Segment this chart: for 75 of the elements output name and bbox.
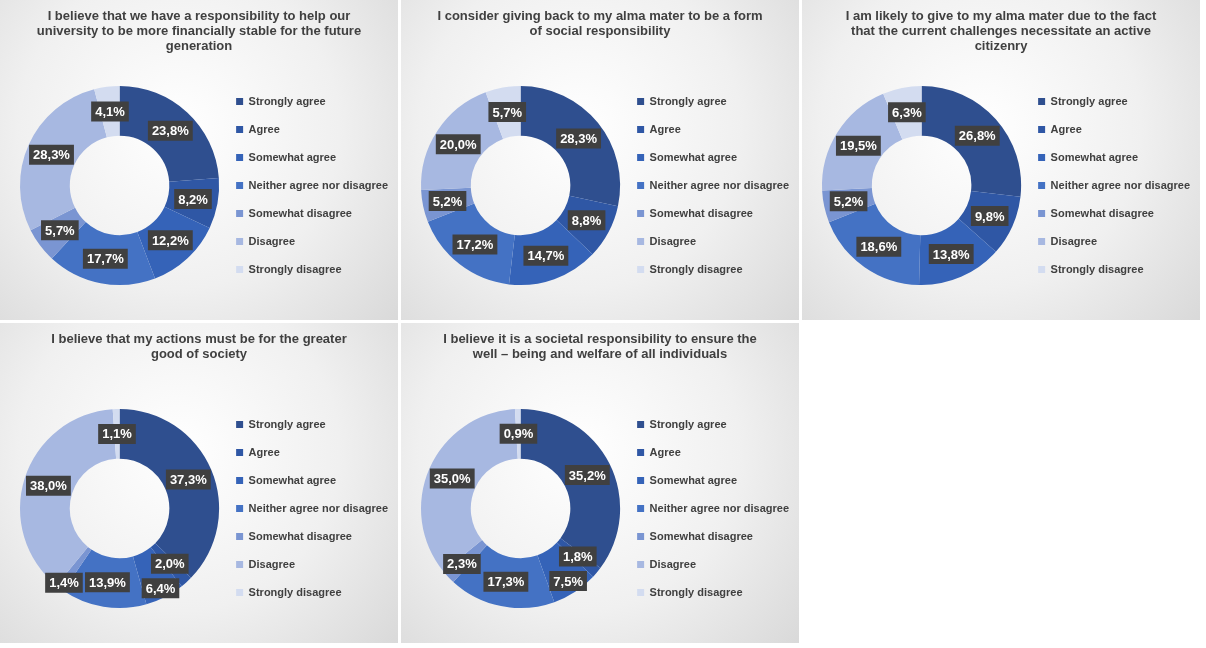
data-label: 14,7% <box>527 248 565 264</box>
data-label: 0,9% <box>503 426 534 442</box>
data-label: 17,2% <box>456 237 494 253</box>
legend-label: Somewhat disagree <box>649 206 753 219</box>
data-label: 5,2% <box>432 193 463 209</box>
text: I am likely to give to my alma mater due to the fact that the current challenges necessitate an active citizenry <box>844 8 1158 55</box>
data-label: 5,7% <box>45 222 76 238</box>
legend-label: Strongly disagree <box>649 585 743 598</box>
data-label: 35,0% <box>433 470 472 486</box>
data-label: 8,8% <box>571 212 602 228</box>
legend-label: Strongly agree <box>649 417 727 430</box>
data-label: 35,2% <box>568 467 607 483</box>
legend-label: Strongly disagree <box>248 262 342 275</box>
data-label: 17,3% <box>487 574 525 590</box>
legend-label: Strongly disagree <box>1050 262 1144 275</box>
legend-label: Disagree <box>1050 234 1098 247</box>
legend-label: Disagree <box>649 234 697 247</box>
legend-label: Neither agree nor disagree <box>248 501 389 514</box>
legend-label: Somewhat agree <box>649 473 738 486</box>
legend-label: Strongly agree <box>649 94 727 107</box>
legend-label: Somewhat agree <box>1050 150 1139 163</box>
legend-label: Somewhat agree <box>649 150 738 163</box>
data-label: 12,2% <box>151 232 190 248</box>
legend-label: Somewhat agree <box>248 473 337 486</box>
data-label: 1,8% <box>562 549 594 565</box>
data-label: 28,3% <box>560 131 598 147</box>
data-label: 19,5% <box>839 138 878 154</box>
data-label: 17,7% <box>86 251 125 267</box>
data-label: 23,8% <box>151 123 190 139</box>
data-label: 2,0% <box>154 556 186 572</box>
data-label: 1,1% <box>102 426 133 442</box>
legend-label: Agree <box>1050 122 1082 135</box>
data-label: 9,8% <box>974 208 1005 224</box>
data-label: 5,7% <box>492 104 523 120</box>
legend-label: Strongly disagree <box>248 585 342 598</box>
legend-label: Neither agree nor disagree <box>649 501 790 514</box>
legend-label: Somewhat disagree <box>248 206 352 219</box>
data-label: 7,5% <box>553 573 584 589</box>
legend-label: Disagree <box>649 557 697 570</box>
data-label: 37,3% <box>169 471 208 487</box>
legend-label: Strongly disagree <box>649 262 743 275</box>
legend-label: Disagree <box>248 557 296 570</box>
text: I consider giving back to my alma mater to be a form of social responsibility <box>436 8 764 40</box>
data-label: 18,6% <box>860 239 898 255</box>
text: I believe that my actions must be for the greater good of society <box>50 331 348 363</box>
legend-label: Strongly agree <box>248 94 326 107</box>
data-label: 28,3% <box>33 147 71 163</box>
legend-label: Neither agree nor disagree <box>248 178 389 191</box>
legend-label: Disagree <box>248 234 296 247</box>
legend-label: Agree <box>248 122 280 135</box>
data-label: 4,1% <box>95 104 126 120</box>
legend-label: Somewhat disagree <box>1050 206 1154 219</box>
data-label: 13,8% <box>932 246 971 262</box>
legend-label: Neither agree nor disagree <box>649 178 790 191</box>
legend-label: Strongly agree <box>248 417 326 430</box>
data-label: 1,4% <box>49 575 80 591</box>
legend-label: Somewhat agree <box>248 150 337 163</box>
legend-label: Agree <box>649 445 681 458</box>
data-label: 2,3% <box>447 556 478 572</box>
data-label: 26,8% <box>958 128 997 144</box>
data-label: 13,9% <box>88 574 127 590</box>
legend-label: Agree <box>649 122 681 135</box>
data-label: 38,0% <box>29 478 68 494</box>
data-label: 20,0% <box>439 136 478 152</box>
data-label: 8,2% <box>178 191 209 207</box>
legend-label: Somewhat disagree <box>649 529 753 542</box>
data-label: 5,2% <box>833 193 864 209</box>
data-label: 6,4% <box>145 580 176 596</box>
legend-label: Somewhat disagree <box>248 529 352 542</box>
legend-label: Strongly agree <box>1050 94 1128 107</box>
text: I believe it is a societal responsibility to ensure the well – being and welfare of all individuals <box>442 331 758 363</box>
legend-label: Neither agree nor disagree <box>1050 178 1191 191</box>
legend-label: Agree <box>248 445 280 458</box>
text: I believe that we have a responsibility to help our university to be more financially stable for the future generation <box>35 8 363 55</box>
data-label: 6,3% <box>892 104 923 120</box>
